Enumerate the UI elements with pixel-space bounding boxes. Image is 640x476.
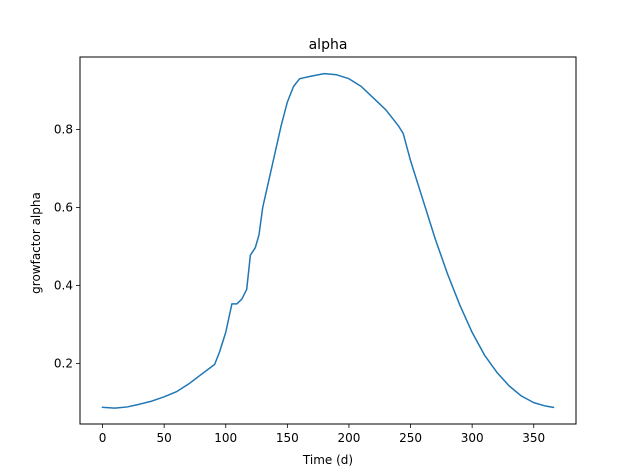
y-axis-ticks: 0.2 0.4 0.6 0.8 — [54, 122, 80, 371]
y-axis-label: growfactor alpha — [29, 192, 43, 294]
chart-title: alpha — [309, 37, 348, 53]
x-axis-ticks: 0 50 100 150 200 250 300 350 — [99, 424, 545, 445]
series-layer — [101, 72, 555, 409]
x-tick-label: 50 — [157, 431, 172, 445]
y-tick-label: 0.8 — [54, 122, 73, 136]
plot-area-frame — [79, 56, 577, 425]
series-line — [101, 72, 555, 409]
x-tick-label: 350 — [522, 431, 545, 445]
x-tick-label: 200 — [337, 431, 360, 445]
x-axis-label: Time (d) — [302, 453, 353, 467]
x-tick-label: 150 — [276, 431, 299, 445]
x-tick-label: 300 — [461, 431, 484, 445]
y-tick-label: 0.2 — [54, 357, 73, 371]
y-tick-label: 0.6 — [54, 201, 73, 215]
x-tick-label: 0 — [99, 431, 107, 445]
x-tick-label: 100 — [214, 431, 237, 445]
x-tick-label: 250 — [399, 431, 422, 445]
y-tick-label: 0.4 — [54, 279, 73, 293]
